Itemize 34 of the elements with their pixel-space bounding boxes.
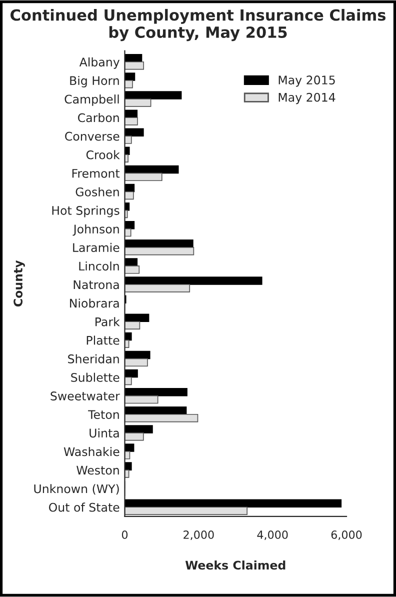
legend-label: May 2015 xyxy=(278,76,335,87)
y-tick-label: Sheridan xyxy=(68,354,119,364)
x-axis-title: Weeks Claimed xyxy=(185,560,286,570)
y-tick-label: Crook xyxy=(86,150,120,160)
y-tick-label: Campbell xyxy=(64,94,119,106)
y-tick-label: Unknown (WY) xyxy=(34,484,119,495)
y-tick-label: Johnson xyxy=(72,224,119,236)
y-tick-label: Fremont xyxy=(72,169,120,178)
y-tick-label: Out of State xyxy=(49,502,120,512)
x-tick-label: 6,000 xyxy=(331,530,362,540)
y-tick-label: Sublette xyxy=(71,372,120,382)
y-tick-label: Big Horn xyxy=(70,76,119,88)
x-tick-label: 2,000 xyxy=(184,530,214,540)
y-tick-label: Sweetwater xyxy=(50,392,120,400)
y-tick-label: Albany xyxy=(79,57,120,69)
y-tick-label: Laramie xyxy=(73,242,120,252)
y-tick-label: Teton xyxy=(88,410,119,420)
legend-label: May 2014 xyxy=(278,92,336,104)
y-tick-label: Converse xyxy=(65,132,120,141)
y-tick-label: Hot Springs xyxy=(52,206,120,218)
y-tick-label: Platte xyxy=(86,336,120,345)
y-tick-label: Carbon xyxy=(78,113,119,122)
y-tick-label: Natrona xyxy=(74,280,119,290)
y-tick-label: Lincoln xyxy=(79,261,119,271)
x-tick-label: 0 xyxy=(122,530,128,539)
y-axis-title: County xyxy=(14,260,25,306)
y-tick-label: Uinta xyxy=(90,428,119,438)
chart-title: Continued Unemployment Insurance Claims by County, May 2015 xyxy=(10,8,386,42)
y-tick-label: Weston xyxy=(76,466,119,475)
y-tick-label: Niobrara xyxy=(70,298,119,308)
x-tick-label: 4,000 xyxy=(257,530,288,540)
y-tick-label: Washakie xyxy=(64,446,120,456)
y-tick-label: Goshen xyxy=(76,187,119,196)
y-tick-label: Park xyxy=(96,317,120,326)
